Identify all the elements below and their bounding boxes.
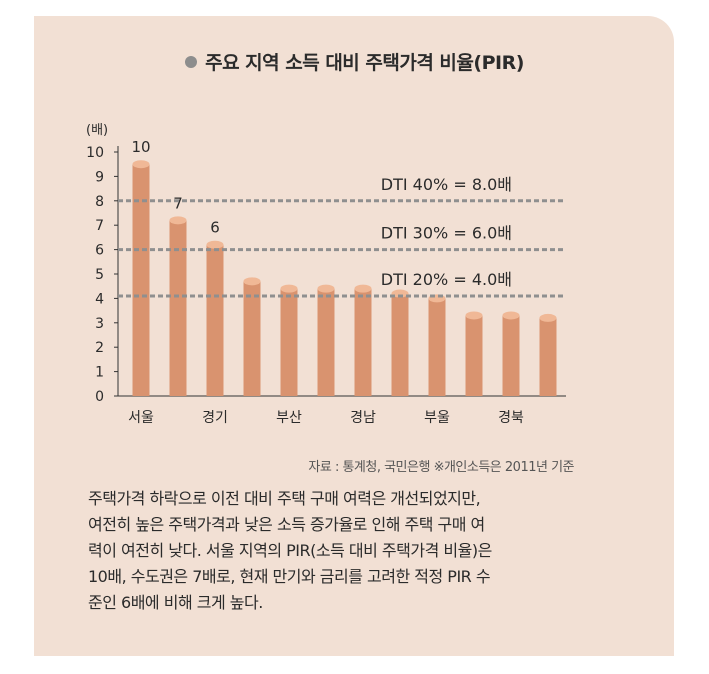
bar [539, 317, 557, 396]
bar-cap [206, 240, 224, 249]
y-tick-label: 10 [86, 145, 104, 161]
bar-cap [280, 284, 298, 293]
bullet-icon [185, 56, 198, 68]
x-tick-label: 경북 [498, 410, 524, 426]
y-tick-label: 1 [95, 365, 104, 381]
bar [132, 164, 150, 396]
bar [317, 288, 335, 396]
x-tick-label: 경기 [202, 410, 228, 426]
bar-cap [354, 284, 372, 293]
description-text: 주택가격 하락으로 이전 대비 주택 구매 여력은 개선되었지만, 여전히 높은… [88, 486, 588, 616]
bar-cap [502, 311, 520, 320]
reference-line-label: DTI 40% = 8.0배 [381, 175, 512, 194]
bar-cap [169, 216, 187, 225]
bar-value-label: 10 [131, 138, 150, 156]
bar-value-label: 7 [173, 194, 183, 212]
bar [280, 288, 298, 396]
bar [391, 293, 409, 396]
y-axis-label: (배) [86, 123, 108, 138]
bar-cap [391, 289, 409, 298]
source-note: 자료 : 통계청, 국민은행 ※개인소득은 2011년 기준 [308, 460, 574, 475]
y-tick-label: 6 [95, 243, 104, 259]
bar [465, 315, 483, 396]
y-tick-label: 4 [95, 291, 104, 307]
y-tick-label: 2 [95, 340, 104, 356]
bar [354, 288, 372, 396]
x-tick-label: 서울 [128, 410, 154, 426]
y-tick-label: 8 [95, 194, 104, 210]
y-tick-label: 7 [95, 218, 104, 234]
bar-cap [539, 313, 557, 322]
bar [428, 298, 446, 396]
y-tick-label: 0 [95, 389, 104, 405]
bar-cap [465, 311, 483, 320]
bar [502, 315, 520, 396]
x-tick-label: 부산 [276, 410, 302, 426]
bar [169, 220, 187, 396]
description-line: 준인 6배에 비해 크게 높다. [88, 593, 263, 612]
y-tick-label: 3 [95, 316, 104, 332]
bar-value-label: 6 [210, 219, 220, 237]
chart-title-row: 주요 지역 소득 대비 주택가격 비율(PIR) [0, 48, 709, 75]
x-tick-label: 부울 [424, 410, 450, 426]
x-tick-label: 경남 [350, 410, 376, 426]
y-tick-label: 9 [95, 169, 104, 185]
description-line: 력이 여전히 낮다. 서울 지역의 PIR(소득 대비 주택가격 비율)은 [88, 541, 492, 560]
description-line: 여전히 높은 주택가격과 낮은 소득 증가율로 인해 주택 구매 여 [88, 515, 485, 534]
description-line: 10배, 수도권은 7배로, 현재 만기와 금리를 고려한 적정 PIR 수 [88, 567, 491, 586]
y-tick-label: 5 [95, 267, 104, 283]
reference-line-label: DTI 30% = 6.0배 [381, 224, 512, 243]
bar-cap [317, 284, 335, 293]
bar [243, 281, 261, 396]
bar [206, 244, 224, 396]
bar-cap [243, 277, 261, 286]
reference-line-label: DTI 20% = 4.0배 [381, 270, 512, 289]
description-line: 주택가격 하락으로 이전 대비 주택 구매 여력은 개선되었지만, [88, 489, 481, 508]
bar-cap [132, 160, 150, 169]
chart-title: 주요 지역 소득 대비 주택가격 비율(PIR) [205, 52, 524, 74]
